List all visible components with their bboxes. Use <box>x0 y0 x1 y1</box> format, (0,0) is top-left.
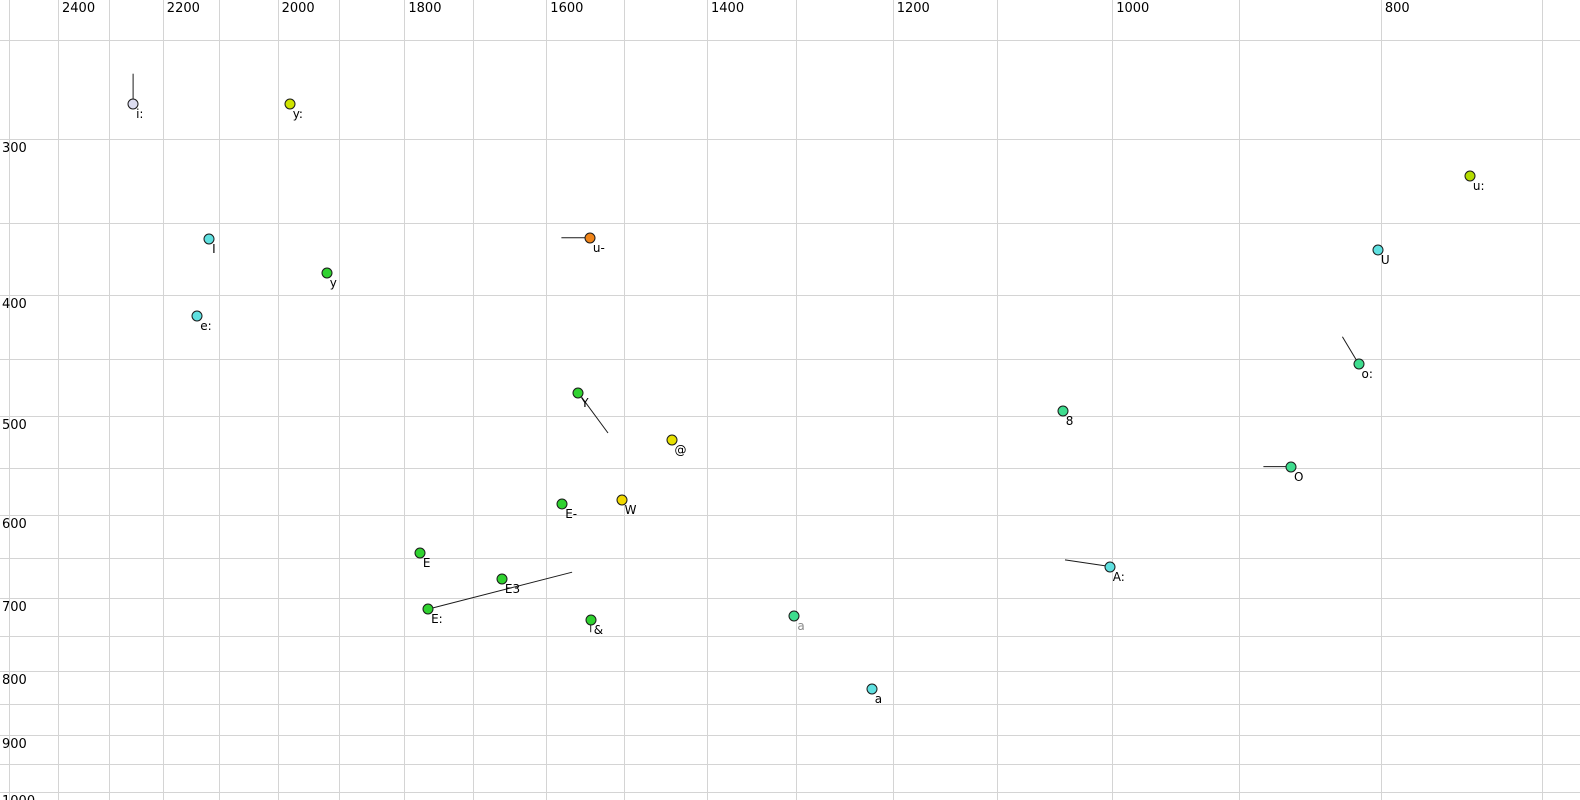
x-tick-label: 1000 <box>1116 1 1150 16</box>
gridline-vertical <box>1541 0 1543 800</box>
gridline-horizontal <box>0 358 1580 360</box>
gridline-horizontal <box>0 598 1580 600</box>
vowel-point-dot <box>422 603 434 615</box>
vowel-point-label: E3 <box>504 581 521 596</box>
gridline-vertical <box>997 0 999 800</box>
gridline-vertical <box>277 0 279 800</box>
x-tick-label: 1400 <box>711 1 745 16</box>
vowel-point-dot <box>788 610 800 622</box>
vowel-point-label: 8 <box>1065 413 1074 428</box>
vowel-point-label: W <box>624 503 637 518</box>
vowel-point-dot <box>1285 461 1297 473</box>
gridline-horizontal <box>0 467 1580 469</box>
gridline-horizontal <box>0 703 1580 705</box>
gridline-vertical <box>8 0 10 800</box>
vowel-point-label: A: <box>1112 569 1125 584</box>
y-tick-label: 1000 <box>2 794 35 800</box>
gridline-vertical <box>109 0 111 800</box>
vowel-point-label: e: <box>200 319 212 334</box>
vowel-point-dot <box>284 98 296 109</box>
vowel-point-label: E: <box>431 612 443 627</box>
vowel-point-label: E <box>422 556 431 571</box>
vowel-point-dot <box>191 310 203 322</box>
gridline-horizontal <box>0 558 1580 560</box>
vowel-point-dot <box>1353 358 1364 370</box>
x-tick-label: 1200 <box>896 1 930 16</box>
x-tick-label: 1600 <box>550 1 584 16</box>
gridline-horizontal <box>0 294 1580 296</box>
y-tick-label: 300 <box>2 140 27 156</box>
vowel-point-dot <box>496 573 508 585</box>
gridline-vertical <box>796 0 798 800</box>
gridline-vertical <box>546 0 548 800</box>
vowel-point-label: & <box>593 623 604 638</box>
gridline-vertical <box>1112 0 1114 800</box>
gridline-vertical <box>473 0 475 800</box>
vowel-point-label: U <box>1380 252 1390 267</box>
gridline-vertical <box>1380 0 1382 800</box>
vowel-point-label: u: <box>1472 178 1485 193</box>
vowel-point-label: a <box>797 618 805 633</box>
gridline-vertical <box>404 0 406 800</box>
x-tick-label: 2000 <box>281 1 315 16</box>
gridline-horizontal <box>0 764 1580 765</box>
vowel-point-label: E- <box>565 506 578 521</box>
vowel-point-dot <box>1464 170 1476 182</box>
gridline-horizontal <box>0 635 1580 637</box>
vowel-point-dot <box>866 683 878 695</box>
y-tick-label: 600 <box>2 516 27 532</box>
gridline-horizontal <box>0 415 1580 417</box>
vowel-point-dot <box>1372 244 1384 256</box>
vowel-point-dot <box>572 387 584 399</box>
gridline-vertical <box>707 0 708 800</box>
vowel-point-dot <box>584 232 596 244</box>
gridline-vertical <box>218 0 220 800</box>
vowel-point-dot <box>203 233 215 245</box>
x-tick-label: 2400 <box>62 1 96 16</box>
vowel-point-label: y: <box>292 106 303 121</box>
vowel-point-dot <box>1104 561 1116 572</box>
gridline-horizontal <box>0 791 1580 793</box>
gridline-vertical <box>892 0 894 800</box>
y-tick-label: 800 <box>2 672 27 688</box>
vowel-point-dot <box>556 498 568 510</box>
vowel-point-label: i: <box>136 106 144 121</box>
vowel-point-dot <box>666 434 677 446</box>
vowel-point-label: a <box>874 691 883 706</box>
gridline-vertical <box>162 0 164 800</box>
gridline-vertical <box>624 0 625 800</box>
vowel-point-dot <box>321 267 333 279</box>
vowel-point-label: o: <box>1361 366 1373 381</box>
y-tick-label: 900 <box>2 736 27 752</box>
gridline-horizontal <box>0 514 1580 516</box>
y-tick-label: 400 <box>2 296 27 312</box>
y-tick-label: 700 <box>2 600 27 616</box>
gridline-vertical <box>339 0 341 800</box>
vowel-point-label: Y <box>581 395 589 410</box>
x-tick-label: 1800 <box>408 1 442 16</box>
x-tick-label: 800 <box>1384 1 1410 16</box>
vowel-point-dot <box>616 494 628 506</box>
gridline-vertical <box>1239 0 1241 800</box>
vowel-point-dot <box>127 98 139 109</box>
vowel-point-label: I <box>212 242 216 257</box>
vowel-point-dot <box>414 547 426 559</box>
gridline-horizontal <box>0 222 1580 224</box>
vowel-point-label: y <box>329 275 337 290</box>
formant-tail-line <box>1064 559 1110 567</box>
gridline-horizontal <box>0 670 1580 672</box>
gridline-horizontal <box>0 734 1580 736</box>
gridline-horizontal <box>0 40 1580 42</box>
gridline-vertical <box>58 0 59 800</box>
vowel-point-dot <box>1057 405 1069 416</box>
vowel-point-label: u- <box>592 240 605 255</box>
vowel-point-dot <box>585 614 597 626</box>
gridline-horizontal <box>0 138 1580 140</box>
vowel-point-label: O <box>1294 469 1304 484</box>
vowel-point-label: @ <box>674 443 687 458</box>
x-tick-label: 2200 <box>166 1 200 16</box>
y-tick-label: 500 <box>2 417 27 433</box>
